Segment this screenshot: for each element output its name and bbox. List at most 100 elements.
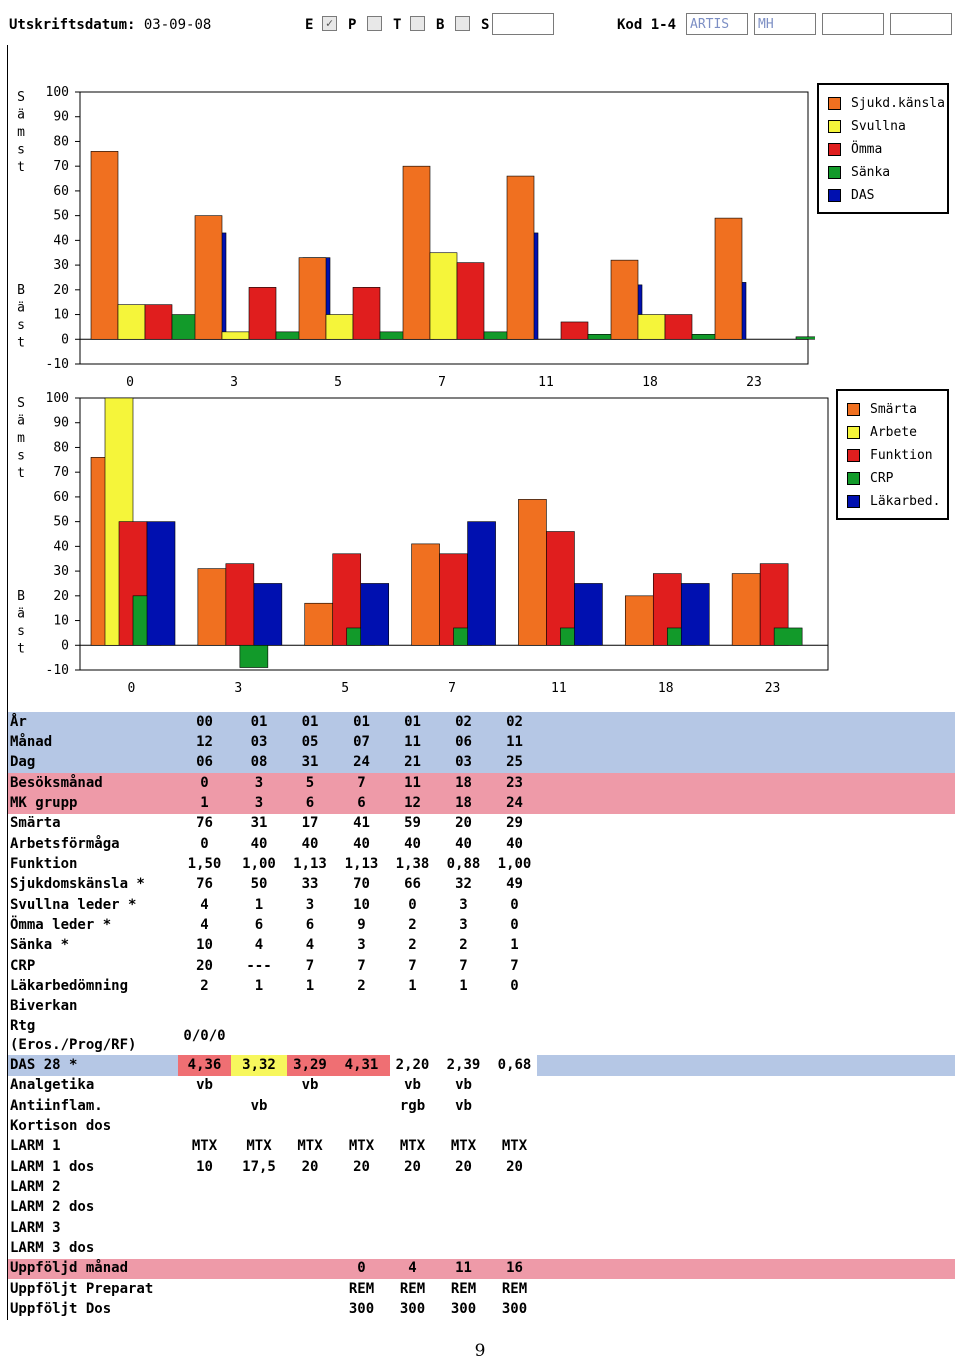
y-tick-label: 40 [53,233,69,248]
legend-swatch [847,449,860,462]
print-date-label-text: Utskriftsdatum: [9,17,136,33]
table-cell [178,1116,231,1136]
table-cell: 2 [408,937,417,954]
legend-item: DAS [828,184,939,207]
kod-label: Kod 1-4 [617,17,677,33]
bar-ömma-11 [560,321,589,340]
table-cell: 40 [301,835,319,852]
table-cell: 01 [231,712,287,733]
checkbox-b[interactable] [455,16,470,31]
table-cell: 2,39 [446,1056,481,1073]
bar-ömma-7 [456,262,485,340]
table-cell: 06 [178,752,231,774]
checkbox-t[interactable] [410,16,425,31]
table-cell: MTX [348,1138,375,1155]
side-label-best-worst: B [17,589,25,604]
table-cell: 40 [404,835,421,852]
table-cell: vb [404,1077,421,1094]
table-cell: 0,68 [497,1056,532,1073]
row-label: Uppföljt Dos [10,1300,112,1317]
side-label-best-worst: s [17,318,25,333]
table-cell: 7 [305,957,315,974]
bar-ömma-5 [352,287,381,340]
table-row: Analgetika vb vb vb vb [8,1076,955,1096]
check-label-b: B [436,17,445,33]
row-label: Månad [8,732,178,753]
bar-sjukd-känsla-23 [714,217,743,340]
table-row: CRP 20 --- 7 7 7 7 7 [8,956,955,976]
bar-smärta-23 [731,573,761,646]
bar-läkarbed--3 [253,583,283,646]
legend-item: Arbete [847,421,939,444]
x-tick-label: 23 [765,681,781,696]
bar-sjukd-känsla-0 [90,151,119,340]
table-cell: 0 [510,896,519,913]
row-label: LARM 3 [10,1219,61,1236]
row-label: Biverkan [10,998,78,1015]
row-label: LARM 1 [10,1138,61,1155]
checkbox-p[interactable] [367,16,382,31]
legend-label: Arbete [870,425,917,440]
table-cell: 59 [404,815,421,832]
table-cell-empty [537,834,955,854]
table-cell [231,1218,287,1238]
table-cell: 1,13 [344,856,379,873]
table-cell [435,997,492,1017]
table-row: LARM 3 [8,1218,955,1238]
table-cell: vb [455,1077,472,1094]
legend-label: Ömma [851,142,883,157]
table-row: LARM 1 MTX MTX MTX MTX MTX MTX MTX [8,1137,955,1157]
x-tick-label: 3 [234,681,242,696]
table-cell: 4 [390,1258,435,1279]
table-cell: 6 [333,793,390,814]
row-label: LARM 3 dos [10,1239,95,1256]
kod-field-3[interactable] [822,13,884,35]
table-row: LARM 2 dos [8,1198,955,1218]
table-cell: vb [455,1097,472,1114]
table-cell: 4 [254,937,264,954]
table-cell [178,1279,231,1299]
table-cell [178,1198,231,1218]
table-cell-empty [537,752,955,774]
table-cell: 7 [459,957,468,974]
table-cell [435,1238,492,1258]
table-cell: REM [348,1280,375,1297]
table-cell [333,1238,390,1258]
x-tick-label: 7 [448,681,456,696]
table-cell: MTX [246,1138,272,1155]
table-cell: 08 [231,752,287,774]
table-cell-empty [537,1218,955,1238]
table-cell: 0 [178,773,231,794]
table-cell [287,1258,333,1279]
table-cell: 0 [333,1258,390,1279]
bar-läkarbed--18 [680,583,710,646]
table-cell: 17,5 [242,1158,276,1175]
table-cell: 41 [353,815,370,832]
row-label: Kortison dos [10,1117,112,1134]
table-cell [435,1116,492,1136]
kod-field-1[interactable] [686,13,748,35]
bar-sänka-0 [171,314,200,340]
table-cell [287,1116,333,1136]
table-cell [492,1017,537,1055]
s-field[interactable] [492,13,554,35]
table-cell-empty [537,1055,955,1076]
table-cell-empty [537,1157,955,1177]
table-cell: 1 [178,793,231,814]
bar-sjukd-känsla-7 [402,165,431,340]
kod-field-2[interactable] [754,13,816,35]
checkbox-e[interactable]: ✓ [322,16,337,31]
table-cell: rgb [399,1097,426,1114]
legend-label: CRP [870,471,894,486]
table-cell: 03 [231,732,287,753]
table-row: Uppföljt Preparat REM REM REM REM [8,1279,955,1299]
table-cell [231,1116,287,1136]
kod-field-4[interactable] [890,13,952,35]
table-cell: 3,29 [287,1055,333,1076]
table-cell: 16 [492,1258,537,1279]
table-cell [390,1017,435,1055]
side-label-best-worst: s [17,624,25,639]
table-row: Sänka * 10 4 4 3 2 2 1 [8,936,955,956]
table-cell: 6 [287,793,333,814]
table-cell [333,1096,390,1116]
